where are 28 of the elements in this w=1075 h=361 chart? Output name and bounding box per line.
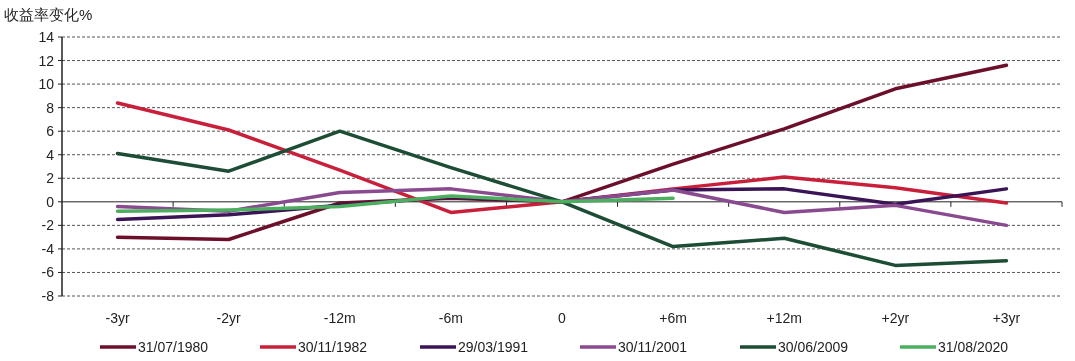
y-tick-label: 2 <box>46 170 55 187</box>
x-tick-label: +6m <box>659 310 687 326</box>
legend-label: 30/06/2009 <box>778 339 849 355</box>
y-tick-label: 4 <box>46 146 55 163</box>
y-tick-label: -4 <box>41 240 55 257</box>
y-tick-label: 8 <box>46 99 55 116</box>
y-tick-label: 14 <box>38 29 55 45</box>
y-tick-label: 6 <box>46 123 55 140</box>
legend-label: 30/11/1982 <box>298 339 368 355</box>
y-tick-label: -2 <box>41 217 55 234</box>
x-tick-label: -12m <box>323 310 356 326</box>
legend-label: 31/08/2020 <box>938 339 1009 355</box>
y-axis-title: 收益率变化% <box>4 6 93 23</box>
legend-label: 30/11/2001 <box>618 339 688 355</box>
y-tick-label: 10 <box>38 76 55 93</box>
x-tick-label: -3yr <box>105 310 130 326</box>
x-tick-label: -6m <box>438 310 463 326</box>
x-tick-label: +3yr <box>992 310 1021 326</box>
x-tick-label: 0 <box>558 310 567 326</box>
legend-label: 29/03/1991 <box>458 339 529 355</box>
y-tick-label: 0 <box>46 193 55 210</box>
legend-label: 31/07/1980 <box>138 339 209 355</box>
x-tick-label: -2yr <box>216 310 242 326</box>
x-tick-label: +12m <box>766 310 802 326</box>
y-tick-label: -8 <box>41 288 55 304</box>
y-tick-label: 12 <box>38 52 55 69</box>
y-tick-label: -6 <box>41 264 55 281</box>
x-tick-label: +2yr <box>881 310 910 326</box>
